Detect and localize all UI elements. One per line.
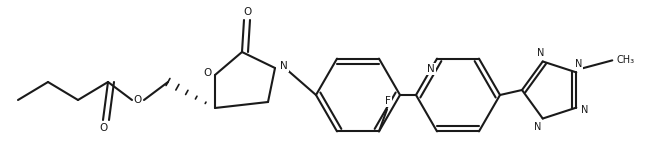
Text: N: N (280, 61, 288, 71)
Text: O: O (134, 95, 142, 105)
Text: CH₃: CH₃ (616, 55, 634, 65)
Text: N: N (575, 59, 582, 69)
Text: F: F (385, 96, 391, 106)
Text: N: N (581, 105, 588, 115)
Text: N: N (534, 122, 542, 132)
Text: N: N (427, 64, 435, 74)
Text: O: O (203, 68, 211, 78)
Text: O: O (100, 123, 108, 133)
Text: O: O (243, 7, 251, 17)
Text: N: N (537, 48, 544, 58)
